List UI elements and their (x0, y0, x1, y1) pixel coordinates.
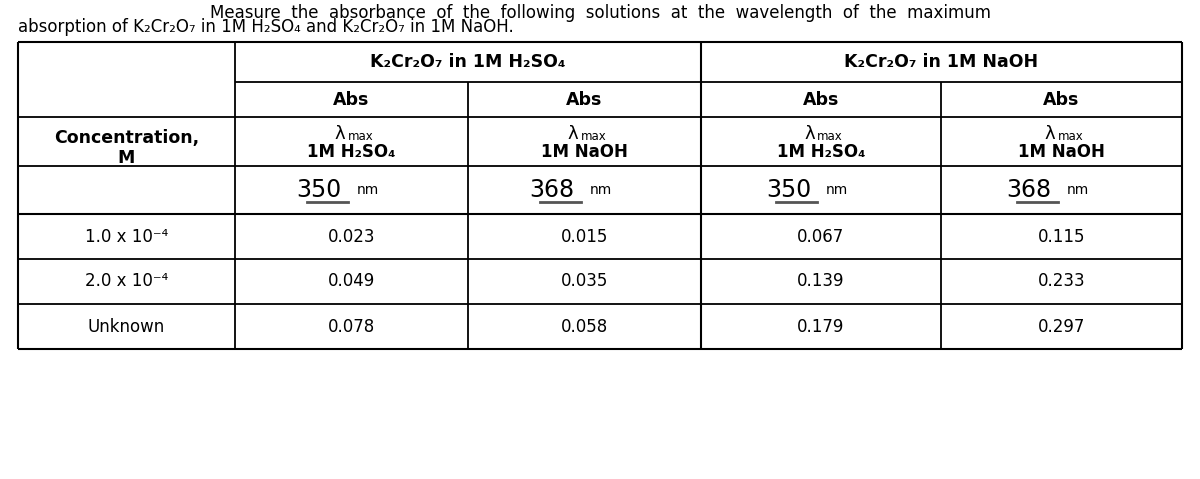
Text: 1M H₂SO₄: 1M H₂SO₄ (307, 142, 396, 160)
Text: max: max (581, 130, 606, 143)
Text: 0.078: 0.078 (328, 318, 376, 335)
Text: 2.0 x 10⁻⁴: 2.0 x 10⁻⁴ (85, 273, 168, 290)
Text: 0.015: 0.015 (560, 228, 608, 246)
Text: Abs: Abs (334, 91, 370, 109)
Text: 0.297: 0.297 (1038, 318, 1085, 335)
Text: 0.067: 0.067 (797, 228, 845, 246)
Text: 350: 350 (296, 178, 342, 202)
Text: 0.049: 0.049 (328, 273, 376, 290)
Text: 0.023: 0.023 (328, 228, 376, 246)
Text: K₂Cr₂O₇ in 1M NaOH: K₂Cr₂O₇ in 1M NaOH (845, 53, 1038, 71)
Text: Abs: Abs (566, 91, 602, 109)
Text: λ: λ (335, 125, 346, 142)
Text: 1M NaOH: 1M NaOH (1018, 142, 1105, 160)
Text: λ: λ (804, 125, 815, 142)
Text: 1.0 x 10⁻⁴: 1.0 x 10⁻⁴ (85, 228, 168, 246)
Text: 0.233: 0.233 (1038, 273, 1085, 290)
Text: Concentration,: Concentration, (54, 129, 199, 147)
Text: nm: nm (356, 183, 379, 197)
Text: 368: 368 (1007, 178, 1051, 202)
Text: 0.115: 0.115 (1038, 228, 1085, 246)
Text: 368: 368 (529, 178, 575, 202)
Text: nm: nm (1067, 183, 1088, 197)
Text: 1M H₂SO₄: 1M H₂SO₄ (776, 142, 865, 160)
Text: absorption of K₂Cr₂O₇ in 1M H₂SO₄ and K₂Cr₂O₇ in 1M NaOH.: absorption of K₂Cr₂O₇ in 1M H₂SO₄ and K₂… (18, 18, 514, 36)
Text: λ: λ (568, 125, 578, 142)
Text: λ: λ (1045, 125, 1056, 142)
Text: Abs: Abs (1043, 91, 1080, 109)
Text: 0.058: 0.058 (560, 318, 608, 335)
Text: max: max (817, 130, 842, 143)
Text: nm: nm (826, 183, 848, 197)
Text: 0.139: 0.139 (797, 273, 845, 290)
Text: max: max (1057, 130, 1084, 143)
Text: Abs: Abs (803, 91, 839, 109)
Text: nm: nm (589, 183, 612, 197)
Text: K₂Cr₂O₇ in 1M H₂SO₄: K₂Cr₂O₇ in 1M H₂SO₄ (371, 53, 565, 71)
Text: M: M (118, 149, 136, 167)
Text: 0.179: 0.179 (797, 318, 845, 335)
Text: 1M NaOH: 1M NaOH (541, 142, 628, 160)
Text: max: max (348, 130, 373, 143)
Text: Unknown: Unknown (88, 318, 166, 335)
Text: 350: 350 (766, 178, 811, 202)
Text: Measure  the  absorbance  of  the  following  solutions  at  the  wavelength  of: Measure the absorbance of the following … (210, 4, 990, 22)
Text: 0.035: 0.035 (560, 273, 608, 290)
